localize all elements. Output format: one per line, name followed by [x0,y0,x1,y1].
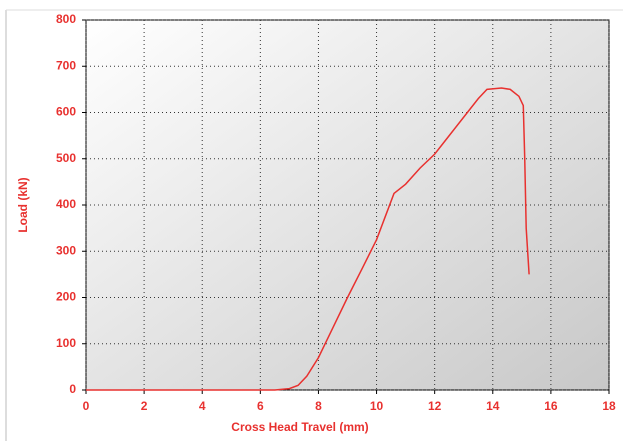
x-tick-label: 12 [428,399,442,413]
x-tick-label: 18 [602,399,616,413]
y-tick-label: 0 [69,382,76,396]
x-tick-label: 10 [370,399,384,413]
y-tick-label: 600 [56,105,76,119]
y-tick-label: 200 [56,290,76,304]
x-tick-label: 2 [141,399,148,413]
data-line [86,87,530,391]
x-tick-label: 4 [199,399,206,413]
y-axis-label: Load (kN) [16,177,30,232]
x-tick-label: 6 [257,399,264,413]
y-tick-label: 500 [56,151,76,165]
y-tick-label: 700 [56,58,76,72]
y-tick-label: 400 [56,197,76,211]
y-tick-label: 800 [56,12,76,26]
x-tick-label: 14 [486,399,500,413]
x-tick-label: 16 [544,399,558,413]
x-axis-label: Cross Head Travel (mm) [231,420,368,434]
x-tick-label: 0 [83,399,90,413]
y-tick-label: 300 [56,243,76,257]
x-tick-label: 8 [315,399,322,413]
y-tick-label: 100 [56,336,76,350]
